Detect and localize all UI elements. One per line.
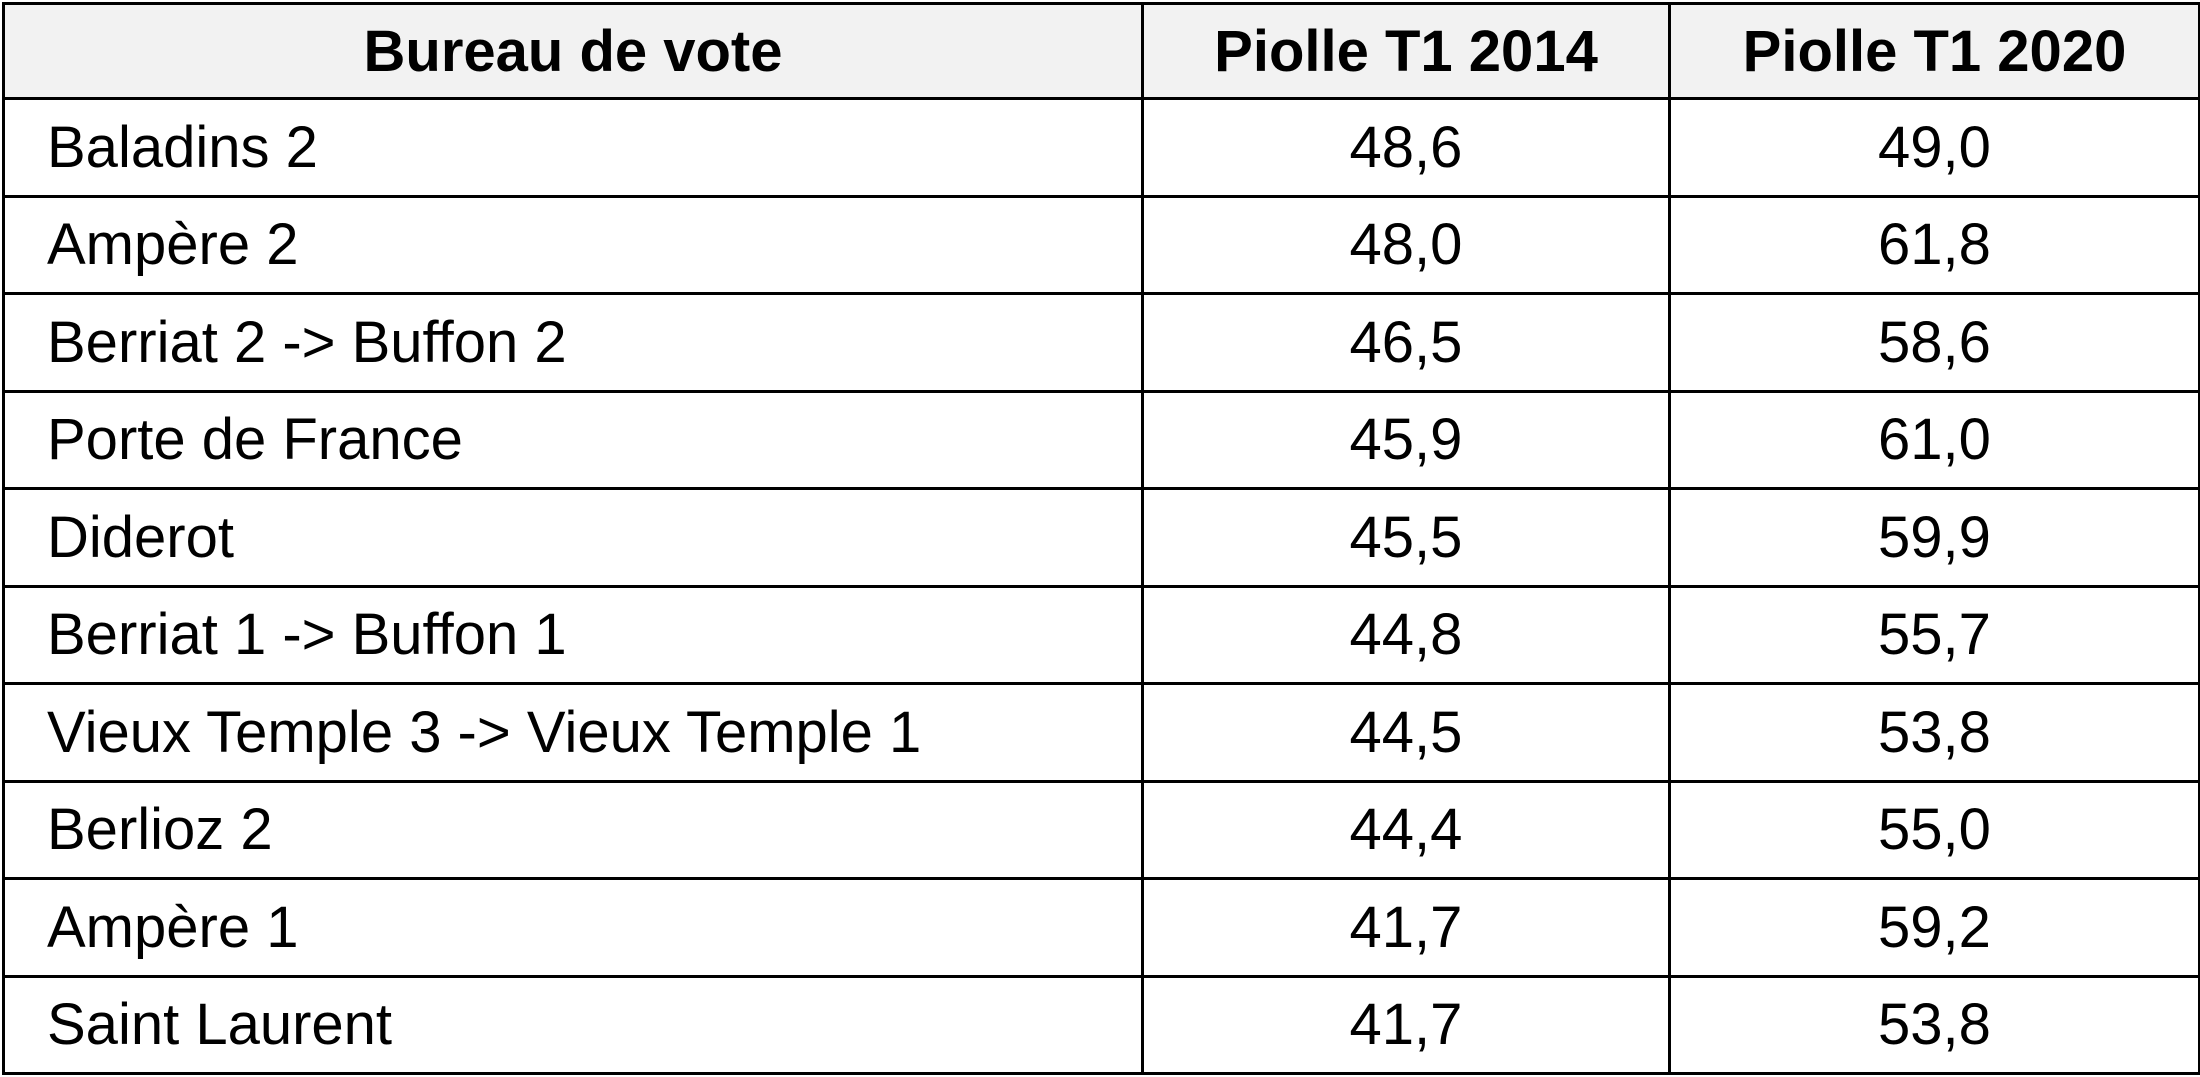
cell-2014: 45,9 [1141, 389, 1671, 490]
table-row: Vieux Temple 3 -> Vieux Temple 1 44,5 53… [2, 682, 2200, 783]
table-row: Ampère 1 41,7 59,2 [2, 877, 2200, 978]
cell-2020: 59,2 [1668, 877, 2200, 978]
cell-bureau: Ampère 1 [2, 877, 1144, 978]
cell-2014: 41,7 [1141, 974, 1671, 1075]
table-row: Berlioz 2 44,4 55,0 [2, 779, 2200, 880]
cell-bureau: Vieux Temple 3 -> Vieux Temple 1 [2, 682, 1144, 783]
table-row: Berriat 1 -> Buffon 1 44,8 55,7 [2, 584, 2200, 685]
table-header: Bureau de vote Piolle T1 2014 Piolle T1 … [2, 2, 2200, 100]
cell-2014: 44,4 [1141, 779, 1671, 880]
header-piolle-2020: Piolle T1 2020 [1668, 2, 2200, 100]
cell-2014: 48,0 [1141, 194, 1671, 295]
cell-bureau: Berriat 2 -> Buffon 2 [2, 292, 1144, 393]
table-row: Ampère 2 48,0 61,8 [2, 194, 2200, 295]
header-row: Bureau de vote Piolle T1 2014 Piolle T1 … [2, 2, 2200, 100]
table-row: Porte de France 45,9 61,0 [2, 389, 2200, 490]
cell-bureau: Porte de France [2, 389, 1144, 490]
cell-bureau: Baladins 2 [2, 97, 1144, 198]
cell-2020: 53,8 [1668, 682, 2200, 783]
cell-2020: 58,6 [1668, 292, 2200, 393]
table-row: Diderot 45,5 59,9 [2, 487, 2200, 588]
cell-bureau: Ampère 2 [2, 194, 1144, 295]
cell-bureau: Berriat 1 -> Buffon 1 [2, 584, 1144, 685]
cell-2014: 44,8 [1141, 584, 1671, 685]
cell-2020: 49,0 [1668, 97, 2200, 198]
cell-2014: 44,5 [1141, 682, 1671, 783]
table-body: Baladins 2 48,6 49,0 Ampère 2 48,0 61,8 … [2, 97, 2200, 1075]
cell-2020: 55,7 [1668, 584, 2200, 685]
header-bureau: Bureau de vote [2, 2, 1144, 100]
cell-2020: 53,8 [1668, 974, 2200, 1075]
cell-2020: 61,8 [1668, 194, 2200, 295]
cell-2014: 41,7 [1141, 877, 1671, 978]
cell-2020: 59,9 [1668, 487, 2200, 588]
cell-2020: 61,0 [1668, 389, 2200, 490]
table-row: Baladins 2 48,6 49,0 [2, 97, 2200, 198]
cell-2020: 55,0 [1668, 779, 2200, 880]
header-piolle-2014: Piolle T1 2014 [1141, 2, 1671, 100]
table-row: Berriat 2 -> Buffon 2 46,5 58,6 [2, 292, 2200, 393]
cell-2014: 45,5 [1141, 487, 1671, 588]
cell-bureau: Diderot [2, 487, 1144, 588]
cell-2014: 48,6 [1141, 97, 1671, 198]
cell-bureau: Saint Laurent [2, 974, 1144, 1075]
cell-bureau: Berlioz 2 [2, 779, 1144, 880]
cell-2014: 46,5 [1141, 292, 1671, 393]
table-row: Saint Laurent 41,7 53,8 [2, 974, 2200, 1075]
